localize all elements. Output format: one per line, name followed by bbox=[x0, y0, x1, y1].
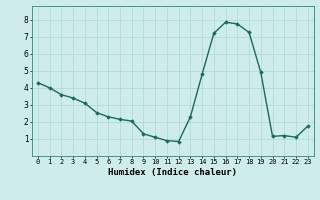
X-axis label: Humidex (Indice chaleur): Humidex (Indice chaleur) bbox=[108, 168, 237, 177]
